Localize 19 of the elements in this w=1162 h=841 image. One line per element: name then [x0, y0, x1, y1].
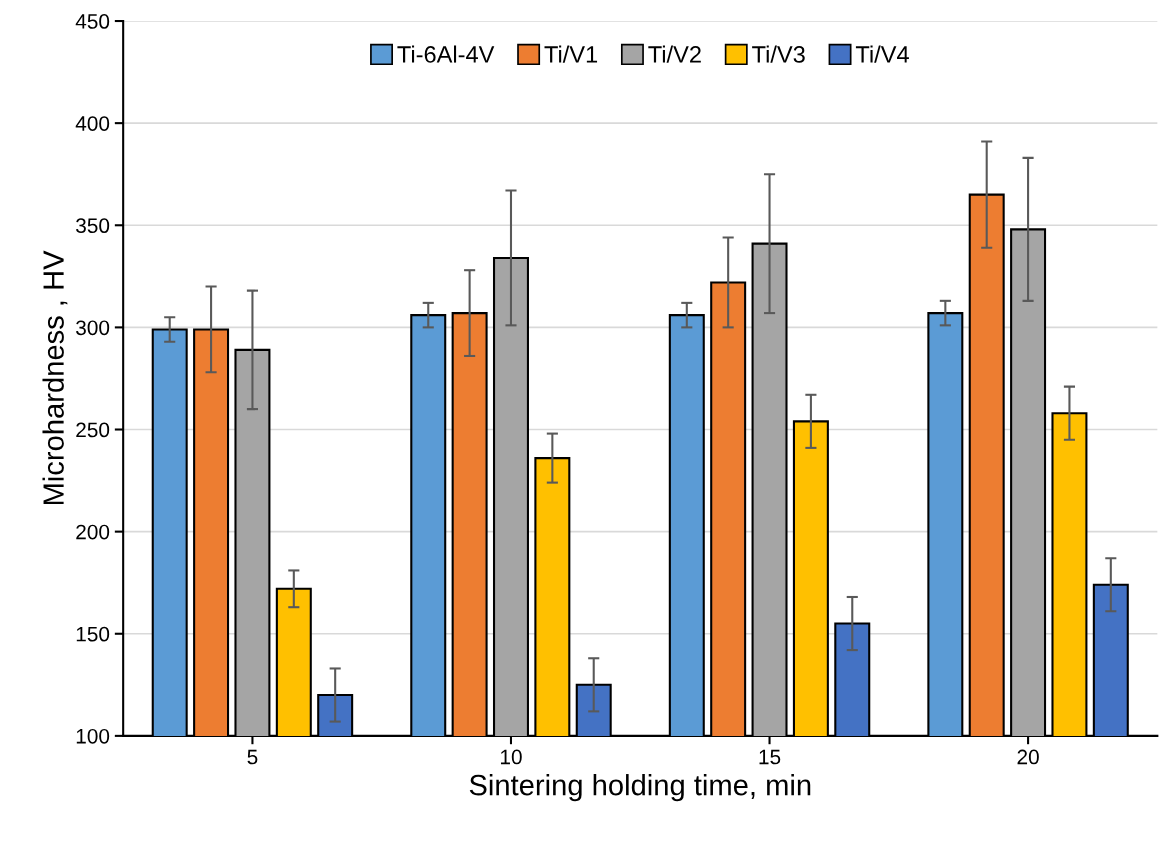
y-tick-label: 300 — [76, 320, 110, 336]
legend-label: Ti/V1 — [544, 45, 598, 63]
y-tick-label: 150 — [76, 626, 110, 642]
x-tick-label: 5 — [247, 749, 258, 765]
y-tick-label: 250 — [76, 422, 110, 438]
y-tick-label: 400 — [75, 116, 110, 131]
legend-label: Ti/V4 — [855, 45, 909, 63]
y-tick-label: 450 — [75, 14, 110, 29]
legend-label: Ti/V3 — [752, 45, 805, 63]
x-tick-label: 10 — [500, 749, 522, 765]
legend-label: Ti-6Al-4V — [397, 45, 495, 63]
y-axis-title: Microhardness , HV — [42, 250, 68, 505]
y-tick-label: 350 — [76, 218, 110, 234]
y-tick-label: 100 — [76, 728, 110, 744]
x-tick-label: 20 — [1017, 749, 1039, 765]
legend-label: Ti/V2 — [648, 45, 701, 63]
y-tick-label: 200 — [76, 524, 110, 540]
x-axis-title: Sintering holding time, min — [469, 774, 811, 802]
x-tick-label: 15 — [759, 749, 781, 765]
